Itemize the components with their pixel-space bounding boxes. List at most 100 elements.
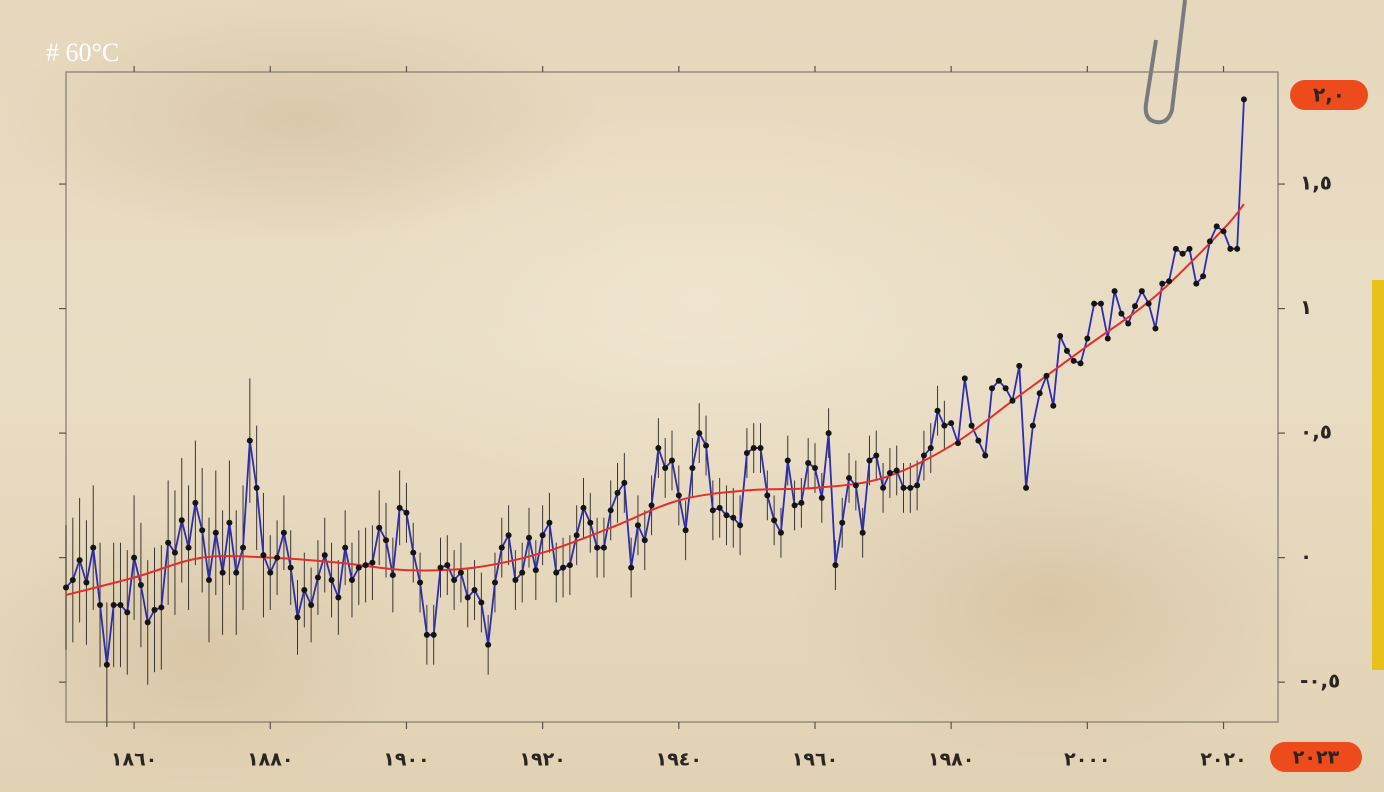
chart-title: # 60°C	[46, 38, 119, 67]
data-point	[97, 601, 104, 608]
data-point	[995, 377, 1002, 384]
data-point	[199, 527, 206, 534]
data-point	[1050, 402, 1057, 409]
data-point	[437, 564, 444, 571]
data-point	[1091, 300, 1098, 307]
data-point	[171, 549, 178, 556]
data-point	[103, 661, 110, 668]
data-point	[539, 532, 546, 539]
data-point	[723, 512, 730, 519]
data-point	[1193, 280, 1200, 287]
data-point	[818, 494, 825, 501]
data-point	[573, 532, 580, 539]
data-point	[941, 422, 948, 429]
data-point	[703, 442, 710, 449]
y-tick-label: ١,٥	[1300, 171, 1332, 195]
data-point	[165, 539, 172, 546]
data-point	[355, 564, 362, 571]
data-point	[1084, 335, 1091, 342]
data-point	[90, 544, 97, 551]
data-point	[478, 599, 485, 606]
data-point	[158, 604, 165, 611]
data-point	[866, 457, 873, 464]
data-point	[669, 457, 675, 464]
data-point	[1097, 300, 1104, 307]
data-point	[764, 492, 771, 499]
data-point	[226, 519, 233, 526]
data-point	[246, 437, 253, 444]
data-point	[253, 484, 260, 491]
data-point	[464, 594, 471, 601]
data-point	[1016, 362, 1023, 369]
data-point	[648, 502, 655, 509]
data-point	[63, 584, 69, 591]
data-point	[117, 601, 124, 608]
data-point	[1132, 303, 1139, 310]
data-point	[1166, 278, 1173, 285]
data-point	[839, 519, 846, 526]
data-point	[743, 450, 750, 457]
data-point	[1240, 96, 1247, 103]
data-point	[314, 574, 321, 581]
value-highlight	[1290, 80, 1368, 110]
data-point	[423, 631, 430, 638]
data-point	[628, 564, 635, 571]
data-point	[505, 532, 512, 539]
data-point	[859, 529, 866, 536]
data-point	[457, 569, 464, 576]
data-point	[1234, 245, 1241, 252]
data-point	[151, 606, 158, 613]
data-point	[1023, 484, 1030, 491]
data-point	[737, 522, 744, 529]
data-point	[294, 614, 301, 621]
data-point	[791, 502, 798, 509]
data-point	[308, 601, 315, 608]
data-point	[982, 452, 989, 459]
data-point	[566, 562, 573, 569]
x-tick-label: ١٩٨٠	[928, 749, 974, 771]
data-point	[233, 569, 240, 576]
data-point	[886, 469, 893, 476]
data-point	[880, 484, 887, 491]
data-point	[709, 507, 716, 514]
data-point	[553, 569, 560, 576]
data-point	[1159, 280, 1166, 287]
series-line	[65, 99, 1245, 665]
data-point	[451, 577, 458, 584]
data-point	[280, 529, 287, 536]
data-point	[989, 385, 996, 392]
data-point	[417, 579, 424, 586]
y-tick-label: -٠,٥	[1300, 669, 1340, 693]
data-point	[376, 524, 383, 531]
data-point	[519, 569, 526, 576]
data-point	[267, 569, 274, 576]
data-point	[369, 559, 376, 566]
data-point	[1172, 245, 1179, 252]
data-point	[1206, 238, 1213, 245]
data-point	[389, 572, 396, 579]
data-point	[696, 430, 703, 437]
data-point	[811, 464, 818, 471]
data-point	[900, 484, 907, 491]
data-point	[1043, 372, 1050, 379]
data-point	[594, 544, 601, 551]
data-point	[1111, 288, 1118, 295]
data-point	[546, 519, 553, 526]
x-tick-label: ٢٠٠٠	[1064, 749, 1110, 771]
data-point	[689, 464, 696, 471]
data-point	[832, 562, 839, 569]
data-point	[655, 445, 662, 452]
data-point	[893, 467, 900, 474]
data-point	[1104, 335, 1111, 342]
data-point	[1186, 245, 1193, 252]
x-tick-label: ٢٠٢٠	[1200, 749, 1246, 771]
data-point	[396, 504, 403, 511]
data-point	[1138, 288, 1145, 295]
y-tick-label: ١	[1300, 295, 1312, 319]
data-point	[532, 567, 539, 574]
data-point	[1070, 357, 1077, 364]
y-tick-label: ٠	[1300, 544, 1312, 568]
data-point	[471, 587, 478, 594]
data-point	[1179, 250, 1186, 257]
